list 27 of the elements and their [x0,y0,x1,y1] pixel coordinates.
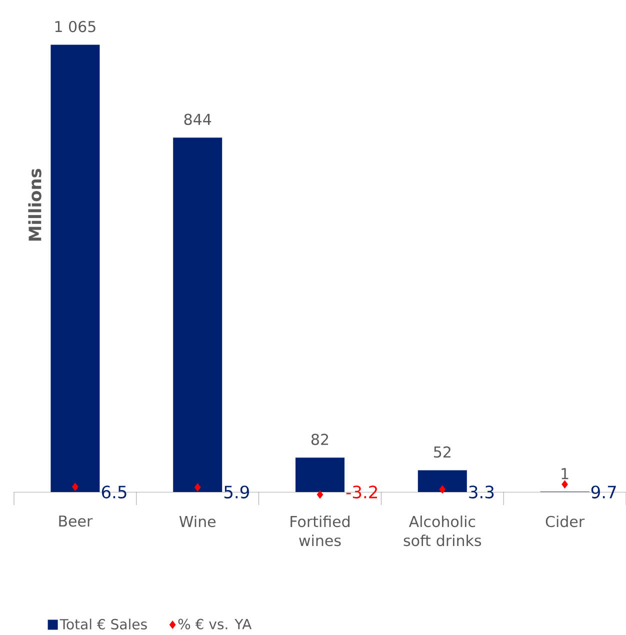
point [562,480,568,489]
data-label: 3.3 [469,486,494,498]
data-label: 844 [184,114,212,126]
data-label: 9.7 [591,486,616,498]
legend-label: % € vs. YA [178,618,252,630]
point [194,483,201,492]
bar [173,138,222,492]
x-tick-label: Beer [59,516,93,527]
x-tick-label: Cider [546,516,585,528]
data-label: -3.2 [346,486,377,498]
point [72,482,78,492]
bar [50,44,100,492]
x-tick-label: Fortified wines [290,516,350,546]
x-tick-label: Alcoholic soft drinks [404,516,482,546]
point [439,485,446,494]
bar [418,470,467,492]
data-label: 5.9 [224,486,249,498]
data-label: 82 [311,434,328,446]
y-axis-title: Millions [28,168,42,241]
x-tick-label: Wine [179,516,216,528]
legend-label: Total € Sales [60,618,147,630]
bar [295,458,344,492]
data-label: 6.5 [102,486,126,498]
point [316,490,324,499]
data-label: 1 [562,468,568,480]
data-label: 1 065 [55,20,96,32]
data-label: 52 [434,446,450,458]
